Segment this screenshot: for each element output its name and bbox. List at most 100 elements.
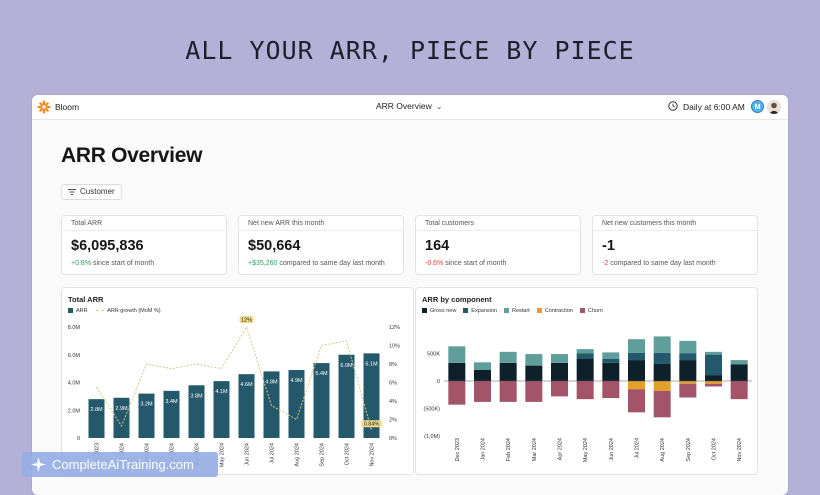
kpi-total-arr[interactable]: Total ARR $6,095,836 +0.8% since start o… xyxy=(61,215,227,275)
component-bar-segment[interactable] xyxy=(499,362,517,381)
component-bar-segment[interactable] xyxy=(628,339,645,353)
kpi-delta-row: -2 compared to same day last month xyxy=(602,260,716,267)
arr-bar[interactable] xyxy=(213,381,230,438)
component-bar-segment[interactable] xyxy=(576,359,594,381)
component-bar-segment[interactable] xyxy=(705,375,722,382)
customer-filter-button[interactable]: Customer xyxy=(61,184,122,200)
component-bar-segment[interactable] xyxy=(551,354,568,363)
y2-tick-label: 4% xyxy=(389,399,397,405)
y2-tick-label: 6% xyxy=(389,381,397,387)
legend-label: ARR growth (MoM %) xyxy=(107,308,161,314)
component-bar-segment[interactable] xyxy=(474,381,491,402)
component-bar-segment[interactable] xyxy=(525,365,543,381)
legend-item[interactable]: Contraction xyxy=(536,308,573,314)
component-bar-segment[interactable] xyxy=(730,364,748,382)
kpi-net-new-customers[interactable]: Net new customers this month -1 -2 compa… xyxy=(592,215,758,275)
component-bar-segment[interactable] xyxy=(448,362,466,381)
arr-bar[interactable] xyxy=(138,393,155,438)
component-bar-segment[interactable] xyxy=(705,381,722,384)
chart-title: ARR by component xyxy=(422,295,492,304)
component-bar-segment[interactable] xyxy=(730,360,748,365)
component-bar-segment[interactable] xyxy=(602,362,620,381)
component-bar-segment[interactable] xyxy=(628,360,645,381)
y2-tick-label: 2% xyxy=(389,418,397,424)
growth-highlight-label: 12% xyxy=(241,317,252,323)
schedule-label[interactable]: Daily at 6:00 AM xyxy=(683,102,745,112)
component-bar-segment[interactable] xyxy=(525,381,543,402)
component-bar-segment[interactable] xyxy=(653,390,671,418)
component-bar-segment[interactable] xyxy=(653,336,671,353)
bloom-logo-icon[interactable] xyxy=(37,100,51,114)
y-tick-label: 0 xyxy=(77,436,80,442)
component-bar-segment[interactable] xyxy=(705,383,722,387)
bar-value-label: 3.2M xyxy=(140,402,153,408)
legend-item[interactable]: Gross new xyxy=(422,308,456,314)
legend-label: Expansion xyxy=(471,308,497,314)
component-bar-segment[interactable] xyxy=(525,354,543,366)
arr-bar[interactable] xyxy=(288,370,305,438)
component-bar-segment[interactable] xyxy=(653,352,671,364)
arr-bar[interactable] xyxy=(88,399,105,438)
component-bar-segment[interactable] xyxy=(653,381,671,391)
component-bar-segment[interactable] xyxy=(705,354,722,376)
component-bar-segment[interactable] xyxy=(474,362,491,370)
component-bar-segment[interactable] xyxy=(551,362,568,381)
arr-bar[interactable] xyxy=(188,385,205,438)
view-selector[interactable]: ARR Overview ⌄ xyxy=(376,101,442,111)
component-bar-segment[interactable] xyxy=(679,383,697,398)
component-bar-segment[interactable] xyxy=(551,381,568,397)
component-bar-segment[interactable] xyxy=(679,381,697,384)
component-bar-segment[interactable] xyxy=(448,346,466,363)
arr-bar[interactable] xyxy=(113,397,130,438)
x-tick-label: Oct 2024 xyxy=(712,438,718,460)
y2-tick-label: 0% xyxy=(389,436,397,442)
avatar[interactable]: M xyxy=(751,100,764,113)
arr-bar[interactable] xyxy=(363,353,380,438)
arr-bar[interactable] xyxy=(163,390,180,438)
kpi-label: Total customers xyxy=(416,216,580,231)
component-bar-segment[interactable] xyxy=(602,352,620,359)
component-bar-segment[interactable] xyxy=(499,381,517,402)
arr-bar[interactable] xyxy=(313,363,330,438)
component-bar-segment[interactable] xyxy=(730,381,748,400)
user-avatar-icon[interactable] xyxy=(767,100,781,114)
component-bar-segment[interactable] xyxy=(705,351,722,355)
component-bar-segment[interactable] xyxy=(499,351,517,363)
component-bar-segment[interactable] xyxy=(628,389,645,413)
kpi-value: $6,095,836 xyxy=(71,238,144,254)
kpi-net-new-arr[interactable]: Net new ARR this month $50,664 +$35,260 … xyxy=(238,215,404,275)
legend-item-growth[interactable]: ARR growth (MoM %) xyxy=(96,308,161,314)
component-bar-segment[interactable] xyxy=(576,349,594,354)
kpi-total-customers[interactable]: Total customers 164 -0.6% since start of… xyxy=(415,215,581,275)
legend-swatch xyxy=(463,308,469,314)
x-tick-label: Nov 2024 xyxy=(737,438,743,462)
component-bar-segment[interactable] xyxy=(653,363,671,381)
arr-bar[interactable] xyxy=(338,354,355,438)
growth-line[interactable] xyxy=(96,325,372,431)
kpi-note: compared to same day last month xyxy=(279,260,385,267)
legend-item[interactable]: Expansion xyxy=(463,308,497,314)
component-bar-segment[interactable] xyxy=(628,352,645,361)
chevron-down-icon: ⌄ xyxy=(435,102,443,111)
component-bar-segment[interactable] xyxy=(628,381,645,390)
legend-swatch xyxy=(96,310,105,312)
component-bar-segment[interactable] xyxy=(474,370,491,381)
y2-tick-label: 12% xyxy=(389,325,400,331)
component-bar-segment[interactable] xyxy=(448,381,466,405)
component-bar-segment[interactable] xyxy=(576,381,594,400)
component-bar-segment[interactable] xyxy=(679,340,697,354)
arr-bar[interactable] xyxy=(238,374,255,438)
component-bar-segment[interactable] xyxy=(679,360,697,381)
component-bar-segment[interactable] xyxy=(576,353,594,360)
legend-item-arr[interactable]: ARR xyxy=(68,308,88,314)
legend-label: Restart xyxy=(511,308,530,314)
y-tick-label: (500K) xyxy=(423,407,440,413)
legend-item[interactable]: Churn xyxy=(579,308,603,314)
component-bar-segment[interactable] xyxy=(602,359,620,363)
y2-tick-label: 8% xyxy=(389,362,397,368)
component-bar-segment[interactable] xyxy=(602,381,620,399)
legend-item[interactable]: Restart xyxy=(503,308,530,314)
y-tick-label: 4.0M xyxy=(68,381,81,387)
component-bar-segment[interactable] xyxy=(679,353,697,361)
brand-name[interactable]: Bloom xyxy=(55,102,80,112)
